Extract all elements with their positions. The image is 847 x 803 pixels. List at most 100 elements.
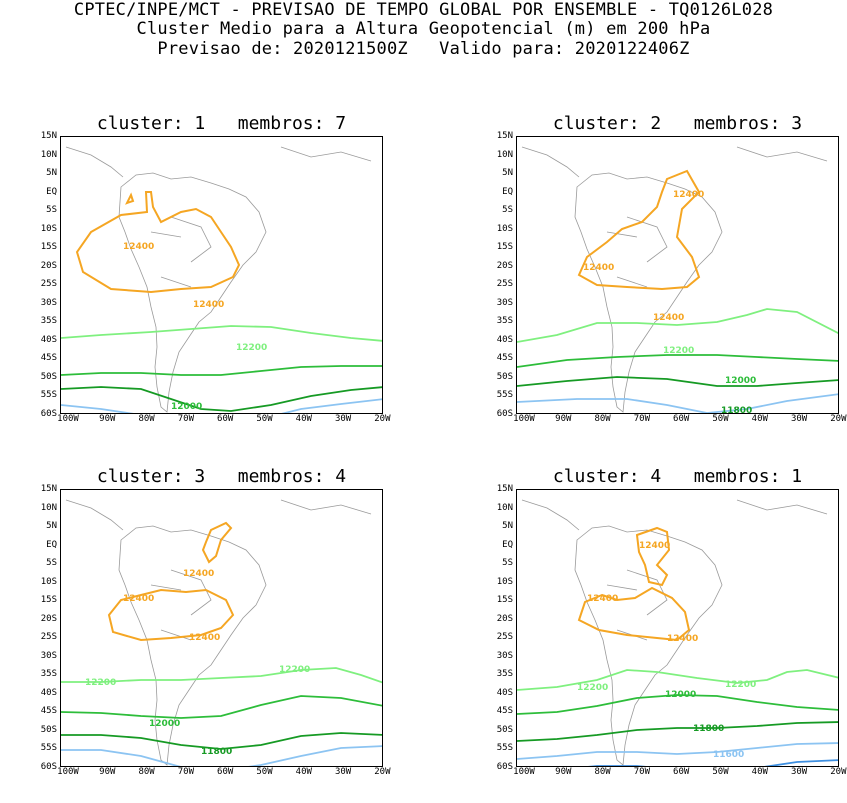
contour-11800 bbox=[61, 386, 382, 412]
lon-tick-label: 40W bbox=[295, 414, 312, 424]
header-title-line-1: CPTEC/INPE/MCT - PREVISAO DE TEMPO GLOBA… bbox=[73, 0, 774, 20]
lat-tick-label: 35S bbox=[496, 316, 513, 327]
lat-tick-label: 15S bbox=[496, 242, 513, 253]
lat-tick-label: 60S bbox=[496, 762, 513, 772]
lat-tick-label: 30S bbox=[496, 297, 513, 308]
contour-label-12200: 12200 bbox=[663, 346, 694, 356]
lat-tick-label: 30S bbox=[496, 650, 513, 661]
lon-tick-label: 30W bbox=[334, 767, 352, 777]
lon-tick-label: 70W bbox=[177, 414, 195, 424]
contour-label-12000: 12000 bbox=[171, 402, 202, 412]
lat-tick-label: 45S bbox=[496, 353, 513, 364]
lat-tick-label: 10N bbox=[40, 502, 57, 513]
lat-tick-label: 40S bbox=[496, 687, 513, 698]
lon-tick-label: 100W bbox=[513, 767, 535, 777]
contour-label-12200: 12200 bbox=[577, 683, 608, 693]
contour-label-12400: 12400 bbox=[123, 242, 154, 252]
coastline bbox=[65, 499, 372, 766]
map-frame: 12400 12400 12400 12200 12200 12000 1180… bbox=[60, 489, 383, 767]
contour-11800 bbox=[61, 732, 382, 750]
lat-tick-label: 15S bbox=[40, 242, 57, 253]
lat-tick-label: 25S bbox=[496, 279, 513, 290]
contour-label-12400: 12400 bbox=[193, 300, 224, 310]
lon-tick-label: 100W bbox=[513, 414, 535, 424]
lat-tick-label: 55S bbox=[40, 390, 57, 401]
lat-tick-label: 10S bbox=[496, 576, 513, 587]
contour-11800 bbox=[517, 376, 838, 387]
lon-tick-label: 90W bbox=[555, 414, 572, 424]
lon-tick-label: 40W bbox=[295, 767, 312, 777]
lat-tick-label: EQ bbox=[46, 539, 57, 550]
contour-12400 bbox=[577, 526, 691, 642]
lat-tick-label: 15N bbox=[40, 484, 57, 494]
lat-tick-label: 15S bbox=[496, 595, 513, 606]
panel-title: cluster: 1 membros: 7 bbox=[96, 113, 347, 134]
lat-tick-label: 10S bbox=[496, 223, 513, 234]
contour-12000 bbox=[61, 695, 382, 719]
contour-12200 bbox=[61, 325, 382, 342]
panel-title: cluster: 2 membros: 3 bbox=[552, 113, 803, 134]
contour-label-12000: 12000 bbox=[725, 376, 756, 386]
lat-tick-label: 50S bbox=[496, 724, 513, 735]
lat-tick-label: 10S bbox=[40, 576, 57, 587]
lat-tick-label: 5S bbox=[46, 558, 57, 569]
lat-tick-label: 15N bbox=[40, 131, 57, 141]
contour-12400 bbox=[75, 191, 241, 294]
contour-label-12400: 12400 bbox=[583, 263, 614, 273]
lon-tick-label: 20W bbox=[830, 414, 847, 424]
contour-12400 bbox=[107, 521, 235, 642]
lon-tick-label: 90W bbox=[99, 414, 116, 424]
lon-tick-label: 90W bbox=[99, 767, 116, 777]
contour-label-12400: 12400 bbox=[673, 190, 704, 200]
lat-tick-label: 50S bbox=[496, 371, 513, 382]
coastline bbox=[521, 499, 828, 766]
lon-tick-label: 20W bbox=[830, 767, 847, 777]
lat-tick-label: 20S bbox=[496, 613, 513, 624]
lat-tick-label: 60S bbox=[40, 409, 57, 419]
contour-label-11800: 11800 bbox=[721, 406, 752, 414]
lat-tick-label: 35S bbox=[40, 316, 57, 327]
contour-label-12200: 12200 bbox=[236, 343, 267, 353]
contour-label-12400: 12400 bbox=[639, 541, 670, 551]
lat-tick-label: 35S bbox=[40, 669, 57, 680]
contour-11800 bbox=[517, 721, 838, 742]
lat-tick-label: 55S bbox=[40, 743, 57, 754]
lat-tick-label: 55S bbox=[496, 743, 513, 754]
map-frame: 12400 12400 12400 12200 12000 11800 bbox=[516, 136, 839, 414]
lon-tick-label: 80W bbox=[594, 767, 611, 777]
lat-tick-label: 45S bbox=[496, 706, 513, 717]
lat-tick-label: 50S bbox=[40, 371, 57, 382]
contour-label-12400: 12400 bbox=[667, 634, 698, 644]
lon-tick-label: 80W bbox=[594, 414, 611, 424]
header-title-line-3: Previsao de: 2020121500Z Valido para: 20… bbox=[157, 39, 690, 59]
lon-tick-label: 20W bbox=[374, 414, 391, 424]
lon-tick-label: 30W bbox=[790, 414, 808, 424]
panel-title: cluster: 3 membros: 4 bbox=[96, 466, 347, 487]
map-panel-1: cluster: 1 membros: 7 12400 12400 12200 … bbox=[60, 114, 383, 414]
lat-tick-label: 25S bbox=[496, 632, 513, 643]
lat-tick-label: 35S bbox=[496, 669, 513, 680]
contour-12000 bbox=[517, 694, 838, 715]
lat-tick-label: 25S bbox=[40, 279, 57, 290]
lon-tick-label: 30W bbox=[790, 767, 808, 777]
lon-tick-label: 40W bbox=[751, 767, 768, 777]
lat-tick-label: 5N bbox=[502, 168, 513, 179]
lon-tick-label: 60W bbox=[217, 767, 234, 777]
lat-tick-label: 60S bbox=[496, 409, 513, 419]
lat-tick-label: 40S bbox=[40, 334, 57, 345]
lat-tick-label: 10N bbox=[496, 149, 513, 160]
contour-map: 12400 12400 12400 12200 12200 12000 1180… bbox=[517, 499, 838, 766]
lat-tick-label: 5N bbox=[46, 168, 57, 179]
lon-tick-label: 60W bbox=[673, 414, 690, 424]
contour-label-12400: 12400 bbox=[587, 594, 618, 604]
lon-tick-label: 60W bbox=[673, 767, 690, 777]
contour-label-12400: 12400 bbox=[189, 633, 220, 643]
contour-label-12200: 12200 bbox=[85, 678, 116, 688]
lat-tick-label: 10S bbox=[40, 223, 57, 234]
contour-11600 bbox=[61, 745, 382, 766]
map-panel-3: cluster: 3 membros: 4 12400 12400 12400 … bbox=[60, 467, 383, 767]
lat-tick-label: EQ bbox=[502, 539, 513, 550]
lon-tick-label: 30W bbox=[334, 414, 352, 424]
lon-tick-label: 50W bbox=[712, 414, 729, 424]
lat-tick-label: 45S bbox=[40, 706, 57, 717]
